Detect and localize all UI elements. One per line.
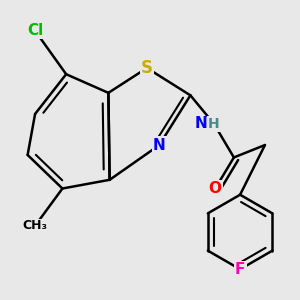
Text: N: N bbox=[153, 137, 166, 152]
Text: CH₃: CH₃ bbox=[22, 219, 48, 232]
Text: F: F bbox=[235, 262, 245, 277]
Text: H: H bbox=[208, 117, 220, 131]
Text: S: S bbox=[141, 59, 153, 77]
Text: O: O bbox=[209, 181, 222, 196]
Text: N: N bbox=[195, 116, 207, 131]
Text: Cl: Cl bbox=[27, 23, 43, 38]
